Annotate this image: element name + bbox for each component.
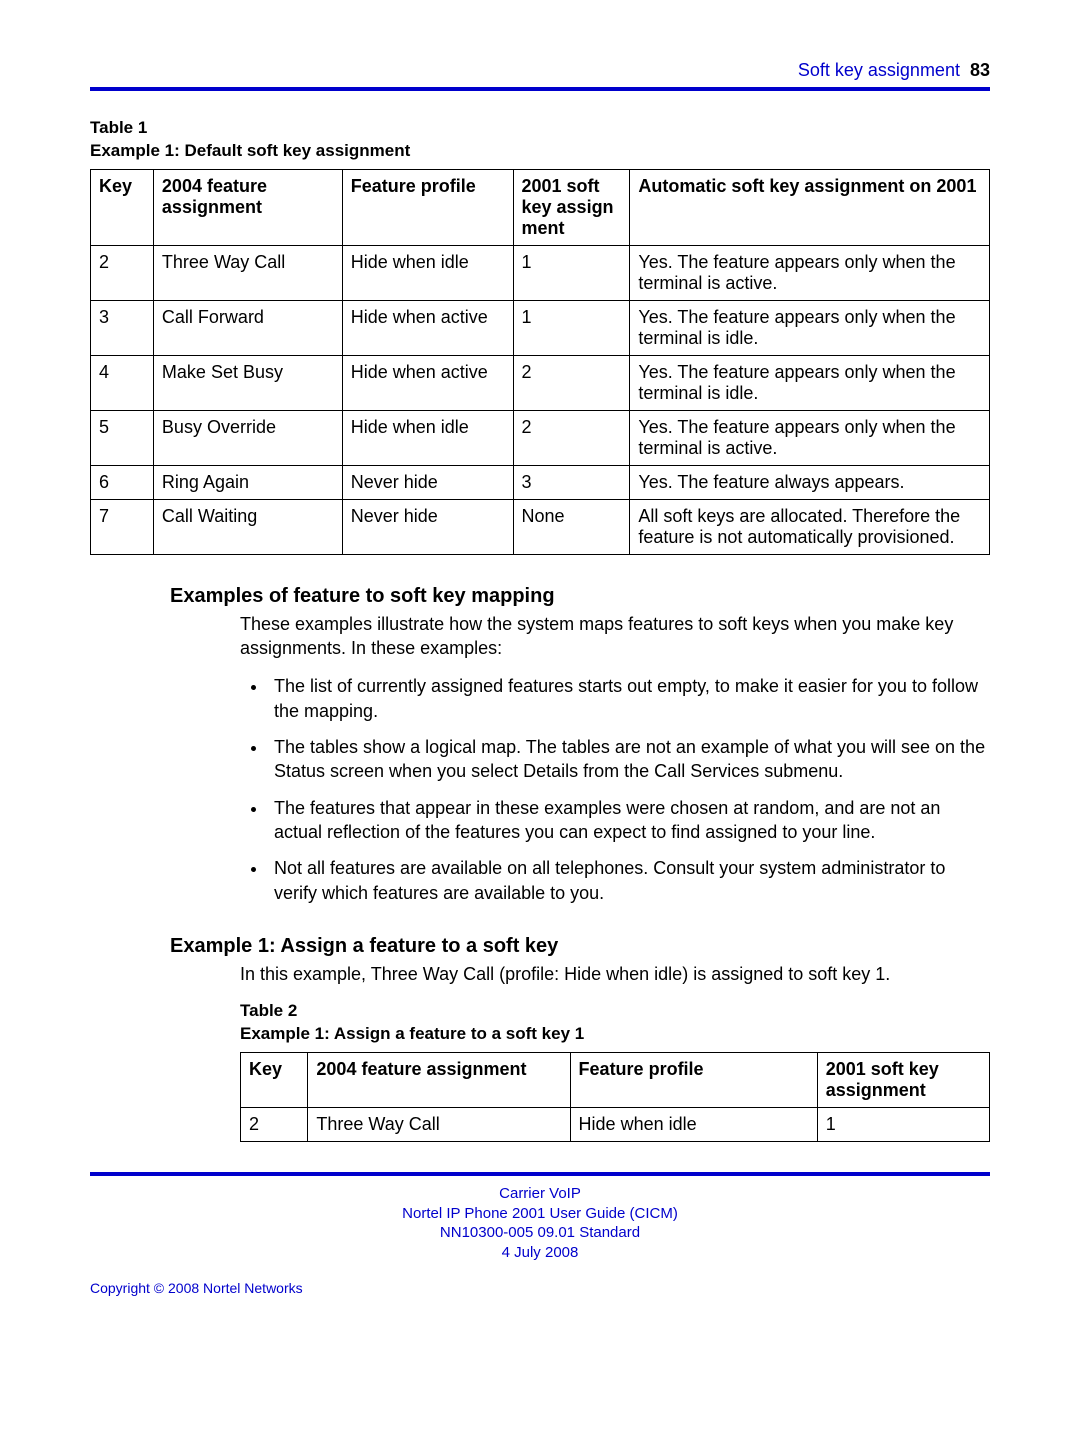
table-cell: 6 xyxy=(91,465,154,499)
table2-h-key: Key xyxy=(241,1053,308,1108)
table-cell: 1 xyxy=(817,1108,989,1142)
table-cell: Hide when active xyxy=(342,300,513,355)
footer-line1: Carrier VoIP xyxy=(499,1185,581,1202)
footer-line3: NN10300-005 09.01 Standard xyxy=(440,1224,640,1241)
table-row: 3Call ForwardHide when active1Yes. The f… xyxy=(91,300,990,355)
table1-body: 2Three Way CallHide when idle1Yes. The f… xyxy=(91,245,990,554)
table-row: 2Three Way CallHide when idle1Yes. The f… xyxy=(91,245,990,300)
list-item: The features that appear in these exampl… xyxy=(268,796,990,845)
table1-h-softkey: 2001 soft key assign ment xyxy=(513,169,630,245)
table-cell: None xyxy=(513,499,630,554)
table-cell: 3 xyxy=(91,300,154,355)
table-row: 6Ring AgainNever hide3Yes. The feature a… xyxy=(91,465,990,499)
table-cell: Call Waiting xyxy=(153,499,342,554)
header-page-number: 83 xyxy=(970,60,990,81)
table2-caption: Table 2 Example 1: Assign a feature to a… xyxy=(240,1000,990,1046)
table-cell: 2 xyxy=(513,410,630,465)
table-cell: Make Set Busy xyxy=(153,355,342,410)
table-cell: Yes. The feature appears only when the t… xyxy=(630,355,990,410)
table2-caption-line2: Example 1: Assign a feature to a soft ke… xyxy=(240,1024,584,1043)
list-item: Not all features are available on all te… xyxy=(268,856,990,905)
table2-caption-line1: Table 2 xyxy=(240,1001,297,1020)
table-cell: Hide when active xyxy=(342,355,513,410)
table2-h-feature: 2004 feature assignment xyxy=(308,1053,570,1108)
table-cell: Busy Override xyxy=(153,410,342,465)
table-cell: 7 xyxy=(91,499,154,554)
table-row: 2Three Way CallHide when idle1 xyxy=(241,1108,990,1142)
example1-heading: Example 1: Assign a feature to a soft ke… xyxy=(170,935,990,958)
header-rule xyxy=(90,87,990,91)
examples-intro: These examples illustrate how the system… xyxy=(240,612,990,661)
table-cell: Ring Again xyxy=(153,465,342,499)
table-cell: 4 xyxy=(91,355,154,410)
table-cell: 2 xyxy=(91,245,154,300)
footer-line2: Nortel IP Phone 2001 User Guide (CICM) xyxy=(402,1205,678,1222)
example1-body: In this example, Three Way Call (profile… xyxy=(240,962,990,986)
table-cell: Yes. The feature appears only when the t… xyxy=(630,300,990,355)
table-cell: 1 xyxy=(513,245,630,300)
footer-rule xyxy=(90,1172,990,1176)
table-cell: Never hide xyxy=(342,499,513,554)
header-section-label: Soft key assignment xyxy=(798,60,960,81)
table-cell: Hide when idle xyxy=(342,245,513,300)
list-item: The tables show a logical map. The table… xyxy=(268,735,990,784)
page-footer: Carrier VoIP Nortel IP Phone 2001 User G… xyxy=(90,1184,990,1262)
table-row: 5Busy OverrideHide when idle2Yes. The fe… xyxy=(91,410,990,465)
table-cell: Yes. The feature always appears. xyxy=(630,465,990,499)
table-cell: 3 xyxy=(513,465,630,499)
table1-h-key: Key xyxy=(91,169,154,245)
footer-line4: 4 July 2008 xyxy=(502,1244,579,1261)
table-cell: 2 xyxy=(241,1108,308,1142)
examples-heading: Examples of feature to soft key mapping xyxy=(170,585,990,608)
table1-caption-line2: Example 1: Default soft key assignment xyxy=(90,141,410,160)
table-cell: Three Way Call xyxy=(153,245,342,300)
table-cell: Three Way Call xyxy=(308,1108,570,1142)
table2-header-row: Key 2004 feature assignment Feature prof… xyxy=(241,1053,990,1108)
table-cell: 5 xyxy=(91,410,154,465)
table-cell: Never hide xyxy=(342,465,513,499)
table-cell: 2 xyxy=(513,355,630,410)
table2-body: 2Three Way CallHide when idle1 xyxy=(241,1108,990,1142)
table-cell: All soft keys are allocated. Therefore t… xyxy=(630,499,990,554)
copyright-line: Copyright © 2008 Nortel Networks xyxy=(90,1280,990,1296)
list-item: The list of currently assigned features … xyxy=(268,674,990,723)
table-row: 7Call WaitingNever hideNoneAll soft keys… xyxy=(91,499,990,554)
table-cell: Yes. The feature appears only when the t… xyxy=(630,245,990,300)
table1-h-feature: 2004 feature assignment xyxy=(153,169,342,245)
table1-h-auto: Automatic soft key assignment on 2001 xyxy=(630,169,990,245)
table1-caption: Table 1 Example 1: Default soft key assi… xyxy=(90,117,990,163)
table2-h-softkey: 2001 soft key assignment xyxy=(817,1053,989,1108)
table-row: 4Make Set BusyHide when active2Yes. The … xyxy=(91,355,990,410)
table1-header-row: Key 2004 feature assignment Feature prof… xyxy=(91,169,990,245)
table2: Key 2004 feature assignment Feature prof… xyxy=(240,1052,990,1142)
table-cell: Call Forward xyxy=(153,300,342,355)
table2-h-profile: Feature profile xyxy=(570,1053,817,1108)
table-cell: Yes. The feature appears only when the t… xyxy=(630,410,990,465)
examples-bullets: The list of currently assigned features … xyxy=(240,674,990,904)
table1-caption-line1: Table 1 xyxy=(90,118,147,137)
table-cell: 1 xyxy=(513,300,630,355)
page-header: Soft key assignment 83 xyxy=(90,60,990,81)
table1: Key 2004 feature assignment Feature prof… xyxy=(90,169,990,555)
table-cell: Hide when idle xyxy=(342,410,513,465)
table1-h-profile: Feature profile xyxy=(342,169,513,245)
table-cell: Hide when idle xyxy=(570,1108,817,1142)
